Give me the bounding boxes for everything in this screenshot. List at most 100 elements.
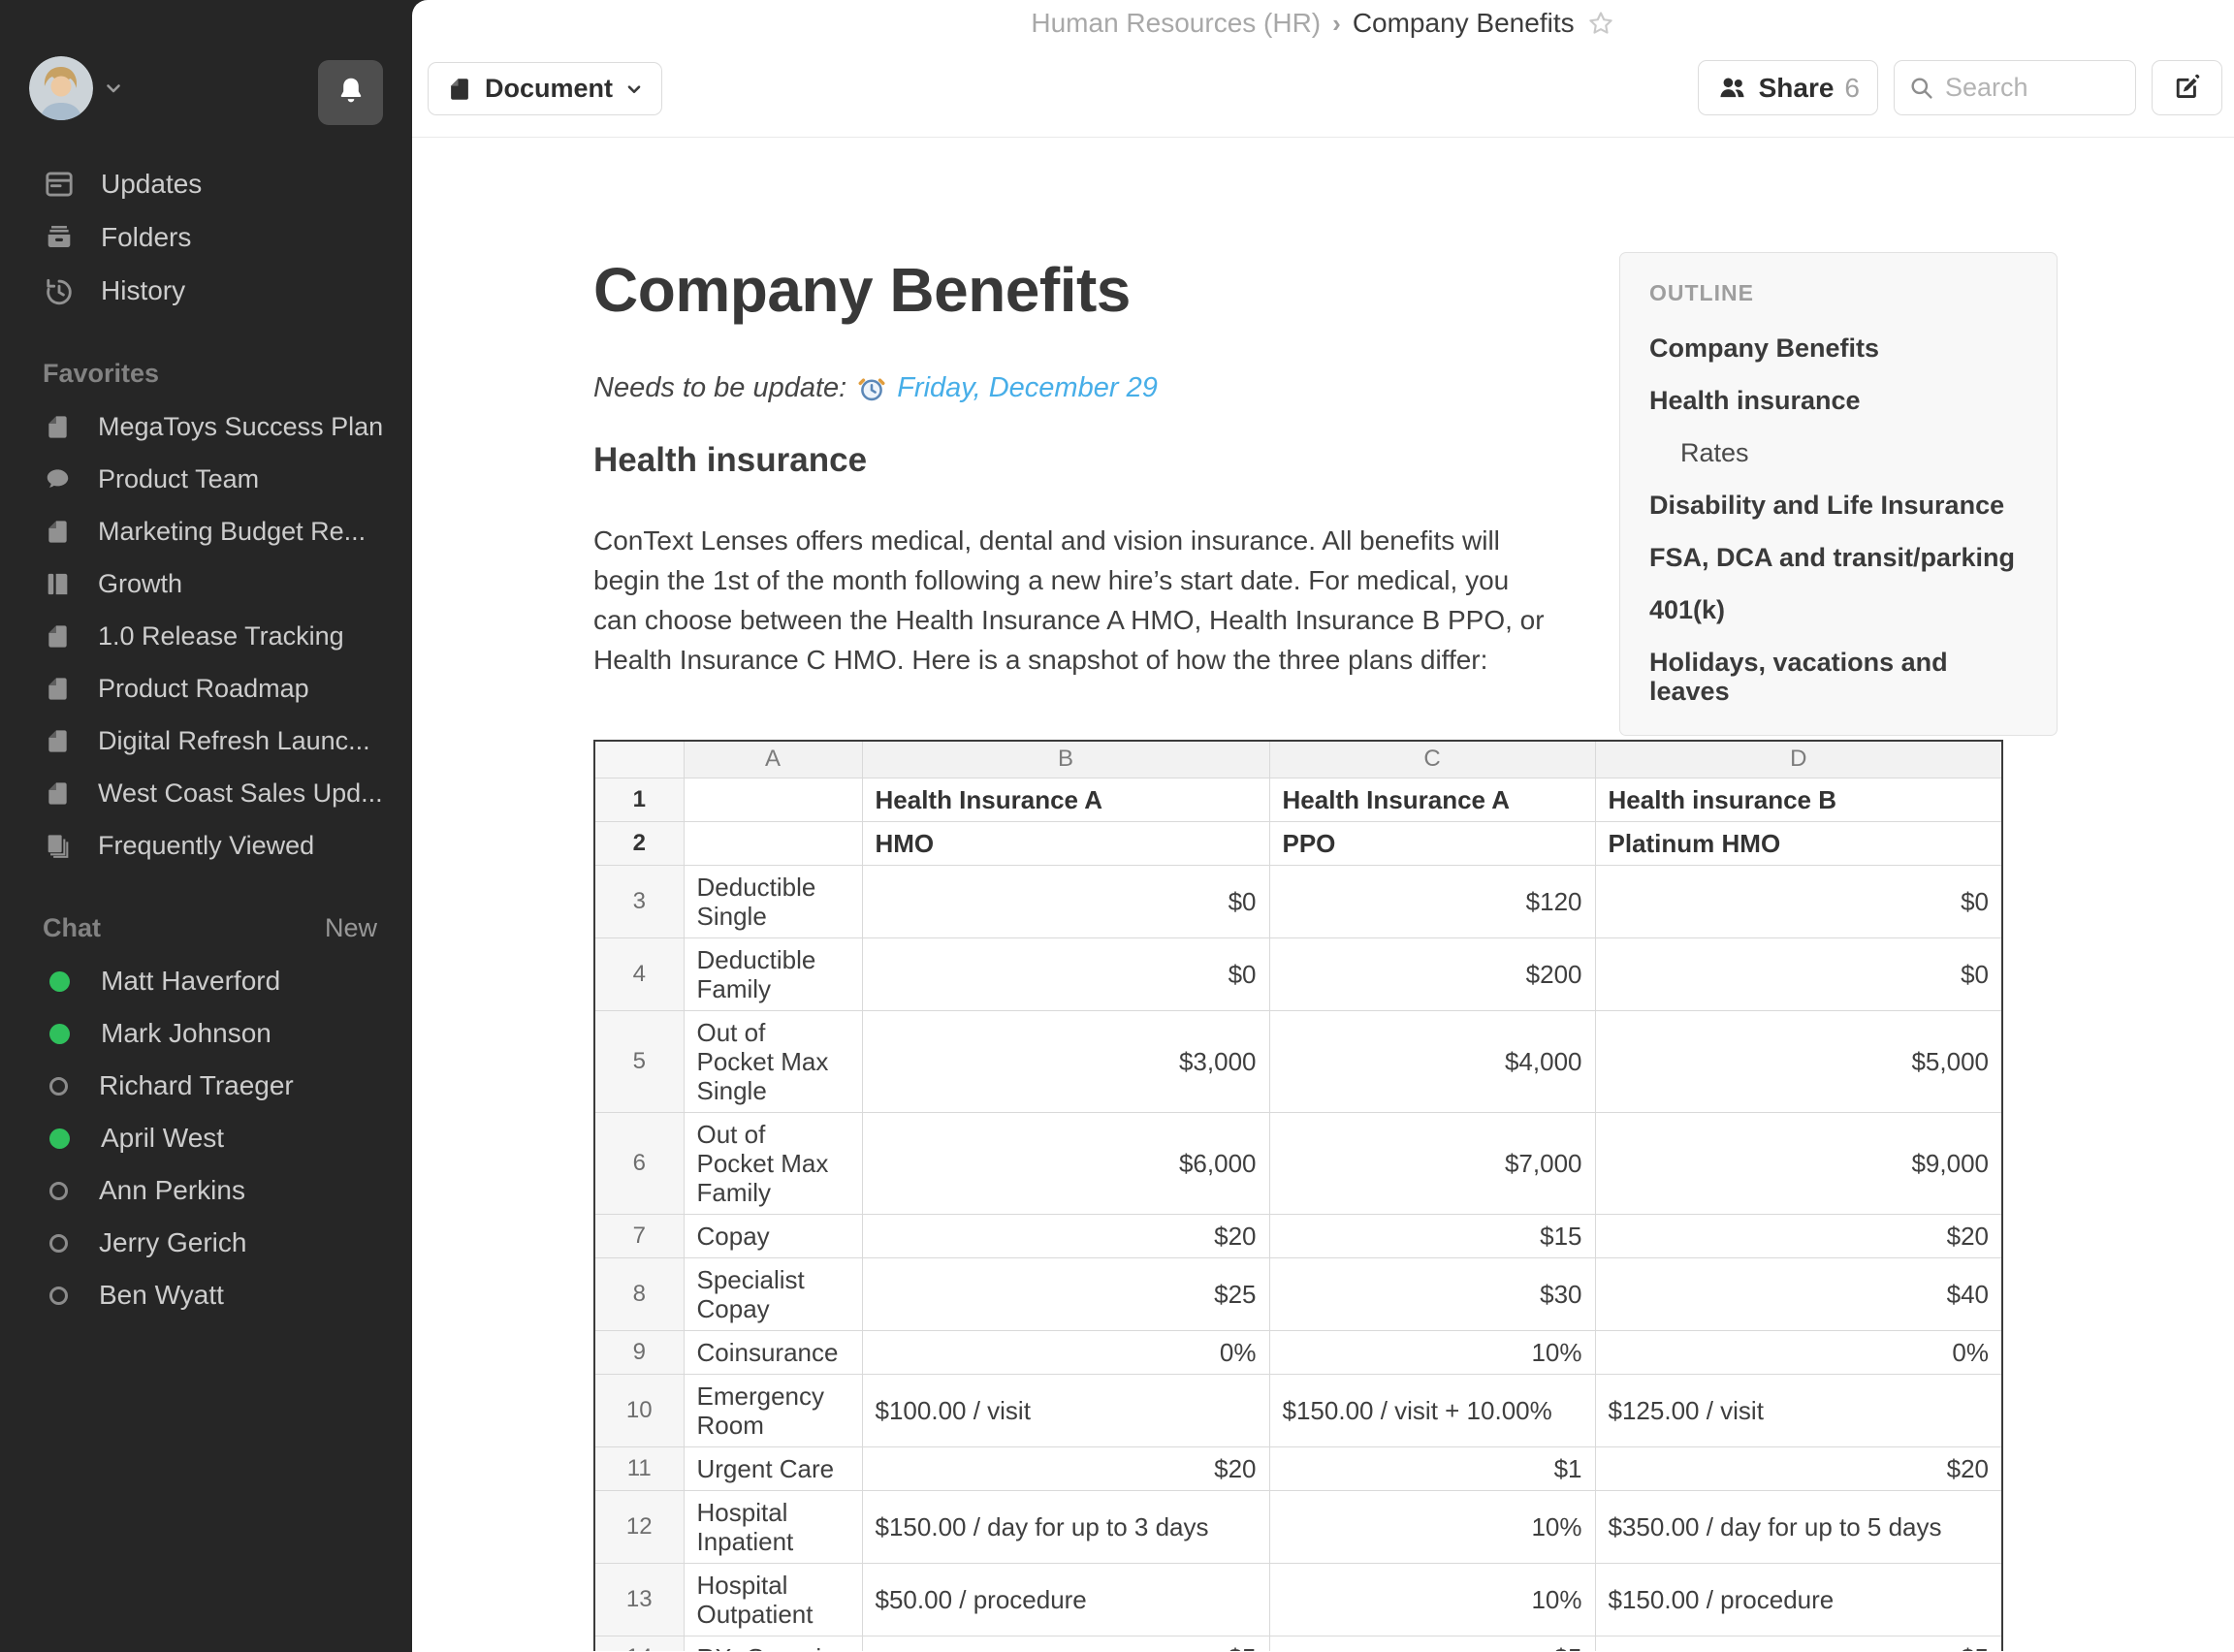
cell-a2[interactable]	[683, 820, 863, 866]
cell-c7[interactable]: $15	[1268, 1213, 1596, 1258]
cell-c11[interactable]: $1	[1268, 1446, 1596, 1491]
cell-d7[interactable]: $20	[1594, 1213, 2003, 1258]
compose-button[interactable]	[2152, 60, 2222, 115]
sidebar-item-folders[interactable]: Folders	[0, 210, 412, 264]
row-number[interactable]: 13	[593, 1562, 685, 1636]
cell-a6[interactable]: Out of Pocket Max Family	[683, 1111, 863, 1215]
favorite-product-team[interactable]: Product Team	[0, 453, 412, 505]
column-header-a[interactable]: A	[683, 740, 863, 778]
cell-d10[interactable]: $125.00 / visit	[1594, 1373, 2003, 1447]
column-header-b[interactable]: B	[861, 740, 1270, 778]
cell-c8[interactable]: $30	[1268, 1256, 1596, 1331]
chat-new-link[interactable]: New	[324, 912, 377, 942]
row-number[interactable]: 1	[593, 777, 685, 822]
outline-item-disability-and-life-insurance[interactable]: Disability and Life Insurance	[1649, 491, 2005, 520]
favorite-frequently-viewed[interactable]: Frequently Viewed	[0, 819, 412, 872]
row-number[interactable]: 3	[593, 864, 685, 938]
cell-c10[interactable]: $150.00 / visit + 10.00%	[1268, 1373, 1596, 1447]
document-title[interactable]: Company Benefits	[593, 255, 1131, 325]
cell-a4[interactable]: Deductible Family	[683, 937, 863, 1011]
cell-a5[interactable]: Out of Pocket Max Single	[683, 1009, 863, 1113]
sidebar-item-history[interactable]: History	[0, 264, 412, 317]
outline-item-holidays-vacations-and-leaves[interactable]: Holidays, vacations and leaves	[1649, 648, 1948, 706]
cell-b11[interactable]: $20	[861, 1446, 1270, 1491]
cell-b13[interactable]: $50.00 / procedure	[861, 1562, 1270, 1636]
cell-a13[interactable]: Hospital Outpatient	[683, 1562, 863, 1636]
row-number[interactable]: 6	[593, 1111, 685, 1215]
row-number[interactable]: 2	[593, 820, 685, 866]
cell-d3[interactable]: $0	[1594, 864, 2003, 938]
cell-a9[interactable]: Coinsurance	[683, 1329, 863, 1375]
notifications-button[interactable]	[318, 60, 383, 125]
favorite-growth[interactable]: Growth	[0, 557, 412, 610]
chat-item-ben-wyatt[interactable]: Ben Wyatt	[0, 1269, 412, 1321]
cell-d1[interactable]: Health insurance B	[1594, 777, 2003, 822]
cell-d6[interactable]: $9,000	[1594, 1111, 2003, 1215]
cell-b10[interactable]: $100.00 / visit	[861, 1373, 1270, 1447]
cell-c6[interactable]: $7,000	[1268, 1111, 1596, 1215]
cell-b12[interactable]: $150.00 / day for up to 3 days	[861, 1489, 1270, 1564]
reminder-date-link[interactable]: Friday, December 29	[897, 372, 1158, 403]
cell-c3[interactable]: $120	[1268, 864, 1596, 938]
cell-c1[interactable]: Health Insurance A	[1268, 777, 1596, 822]
cell-b6[interactable]: $6,000	[861, 1111, 1270, 1215]
favorite-marketing-budget-re[interactable]: Marketing Budget Re...	[0, 505, 412, 557]
cell-d4[interactable]: $0	[1594, 937, 2003, 1011]
cell-a3[interactable]: Deductible Single	[683, 864, 863, 938]
cell-a14[interactable]: RX: Generic	[683, 1635, 863, 1651]
cell-a8[interactable]: Specialist Copay	[683, 1256, 863, 1331]
outline-item-company-benefits[interactable]: Company Benefits	[1649, 334, 1880, 363]
column-header-c[interactable]: C	[1268, 740, 1596, 778]
row-number[interactable]: 8	[593, 1256, 685, 1331]
cell-c5[interactable]: $4,000	[1268, 1009, 1596, 1113]
cell-b1[interactable]: Health Insurance A	[861, 777, 1270, 822]
cell-c14[interactable]: $5	[1268, 1635, 1596, 1651]
cell-c2[interactable]: PPO	[1268, 820, 1596, 866]
sheet-corner[interactable]	[593, 740, 685, 778]
cell-b4[interactable]: $0	[861, 937, 1270, 1011]
favorite-1-0-release-tracking[interactable]: 1.0 Release Tracking	[0, 610, 412, 662]
outline-item-rates[interactable]: Rates	[1680, 438, 1749, 467]
cell-c13[interactable]: 10%	[1268, 1562, 1596, 1636]
cell-a7[interactable]: Copay	[683, 1213, 863, 1258]
outline-item-fsa-dca-and-transit-parking[interactable]: FSA, DCA and transit/parking	[1649, 543, 2016, 572]
cell-a11[interactable]: Urgent Care	[683, 1446, 863, 1491]
cell-b3[interactable]: $0	[861, 864, 1270, 938]
favorite-west-coast-sales-upd[interactable]: West Coast Sales Upd...	[0, 767, 412, 819]
row-number[interactable]: 9	[593, 1329, 685, 1375]
row-number[interactable]: 5	[593, 1009, 685, 1113]
cell-c9[interactable]: 10%	[1268, 1329, 1596, 1375]
search-input[interactable]	[1945, 73, 2110, 103]
cell-c4[interactable]: $200	[1268, 937, 1596, 1011]
section-heading[interactable]: Health insurance	[593, 441, 868, 479]
chat-item-mark-johnson[interactable]: Mark Johnson	[0, 1007, 412, 1060]
intro-paragraph[interactable]: ConText Lenses offers medical, dental an…	[593, 525, 1545, 675]
cell-c12[interactable]: 10%	[1268, 1489, 1596, 1564]
cell-b9[interactable]: 0%	[861, 1329, 1270, 1375]
cell-d9[interactable]: 0%	[1594, 1329, 2003, 1375]
cell-a1[interactable]	[683, 777, 863, 822]
cell-d14[interactable]: $5	[1594, 1635, 2003, 1651]
chat-item-ann-perkins[interactable]: Ann Perkins	[0, 1164, 412, 1217]
cell-b2[interactable]: HMO	[861, 820, 1270, 866]
cell-d5[interactable]: $5,000	[1594, 1009, 2003, 1113]
chat-item-matt-haverford[interactable]: Matt Haverford	[0, 955, 412, 1007]
cell-a10[interactable]: Emergency Room	[683, 1373, 863, 1447]
sidebar-item-updates[interactable]: Updates	[0, 157, 412, 210]
account-menu[interactable]	[29, 56, 125, 120]
row-number[interactable]: 10	[593, 1373, 685, 1447]
cell-b14[interactable]: $5	[861, 1635, 1270, 1651]
favorite-digital-refresh-launc[interactable]: Digital Refresh Launc...	[0, 715, 412, 767]
favorite-product-roadmap[interactable]: Product Roadmap	[0, 662, 412, 715]
outline-item-health-insurance[interactable]: Health insurance	[1649, 386, 1861, 415]
cell-d12[interactable]: $350.00 / day for up to 5 days	[1594, 1489, 2003, 1564]
row-number[interactable]: 11	[593, 1446, 685, 1491]
breadcrumb-parent[interactable]: Human Resources (HR)	[1031, 8, 1322, 38]
cell-d2[interactable]: Platinum HMO	[1594, 820, 2003, 866]
cell-d13[interactable]: $150.00 / procedure	[1594, 1562, 2003, 1636]
favorite-megatoys-success-plan[interactable]: MegaToys Success Plan	[0, 400, 412, 453]
chat-item-richard-traeger[interactable]: Richard Traeger	[0, 1060, 412, 1112]
share-button[interactable]: Share 6	[1697, 60, 1878, 115]
cell-a12[interactable]: Hospital Inpatient	[683, 1489, 863, 1564]
